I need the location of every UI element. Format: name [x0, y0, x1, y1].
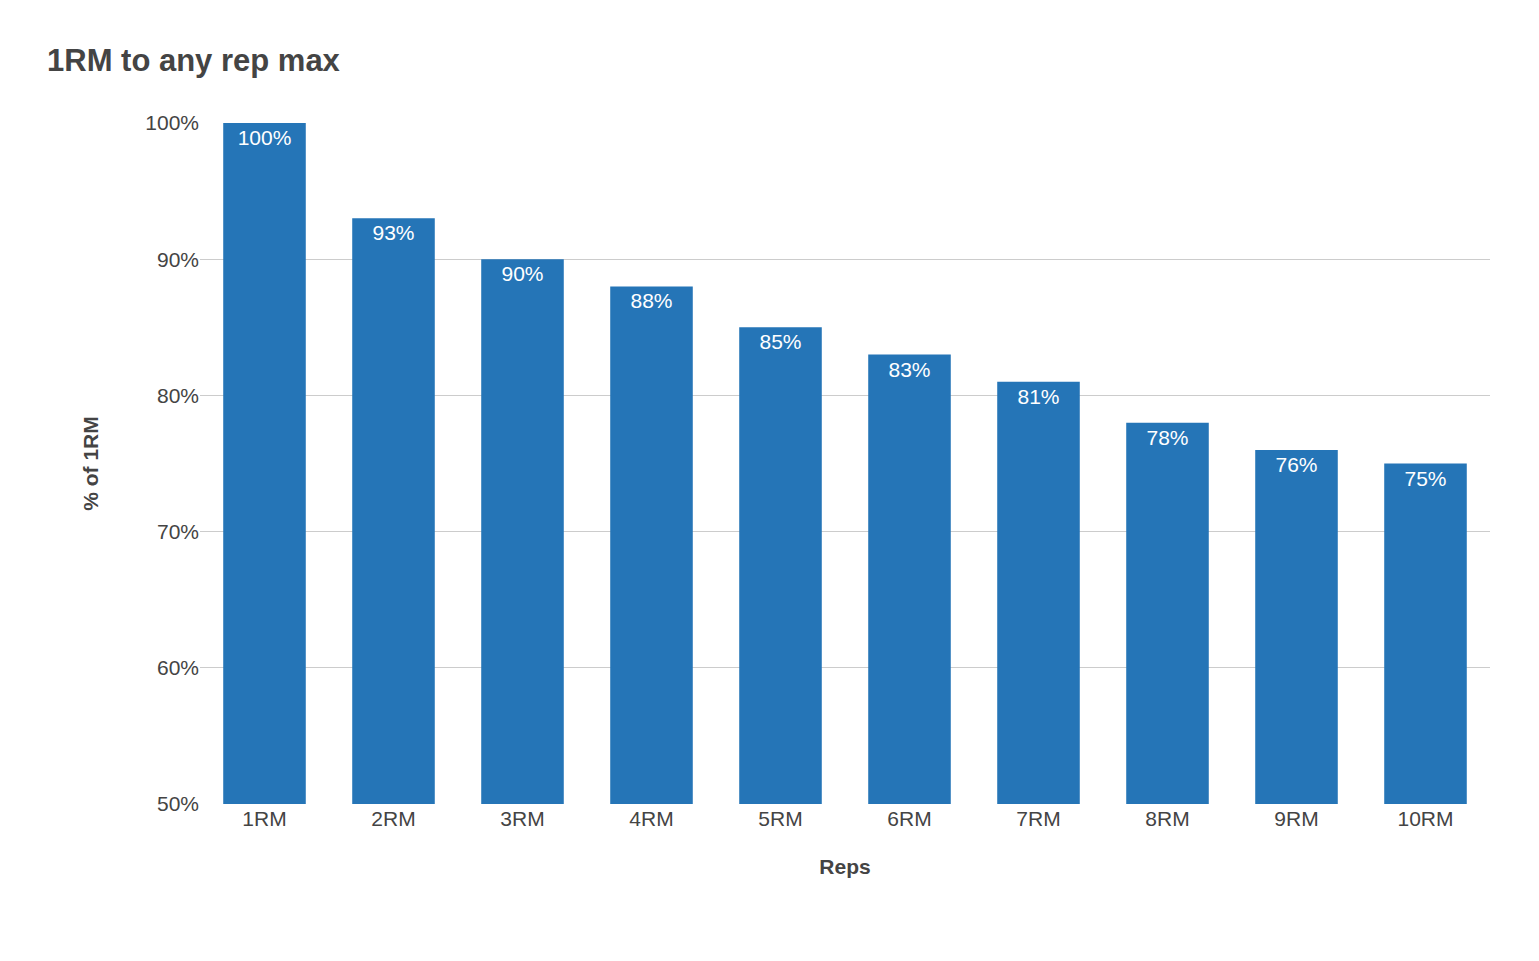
- svg-text:100%: 100%: [145, 111, 199, 134]
- svg-text:100%: 100%: [238, 126, 292, 149]
- svg-text:10RM: 10RM: [1397, 807, 1453, 830]
- svg-text:81%: 81%: [1017, 385, 1059, 408]
- svg-text:9RM: 9RM: [1274, 807, 1318, 830]
- svg-text:8RM: 8RM: [1145, 807, 1189, 830]
- svg-text:1RM to any rep max: 1RM to any rep max: [47, 43, 341, 78]
- svg-text:93%: 93%: [372, 221, 414, 244]
- svg-text:7RM: 7RM: [1016, 807, 1060, 830]
- svg-text:76%: 76%: [1275, 453, 1317, 476]
- svg-text:88%: 88%: [630, 289, 672, 312]
- svg-text:1RM: 1RM: [242, 807, 286, 830]
- svg-text:83%: 83%: [888, 358, 930, 381]
- svg-text:80%: 80%: [157, 384, 199, 407]
- svg-text:% of 1RM: % of 1RM: [79, 416, 102, 511]
- svg-text:78%: 78%: [1146, 426, 1188, 449]
- svg-text:4RM: 4RM: [629, 807, 673, 830]
- svg-text:60%: 60%: [157, 656, 199, 679]
- svg-text:Reps: Reps: [819, 855, 870, 878]
- svg-text:70%: 70%: [157, 520, 199, 543]
- svg-text:75%: 75%: [1404, 467, 1446, 490]
- svg-text:85%: 85%: [759, 330, 801, 353]
- svg-text:50%: 50%: [157, 792, 199, 815]
- svg-text:90%: 90%: [157, 248, 199, 271]
- svg-text:2RM: 2RM: [371, 807, 415, 830]
- svg-text:90%: 90%: [501, 262, 543, 285]
- svg-text:5RM: 5RM: [758, 807, 802, 830]
- svg-text:6RM: 6RM: [887, 807, 931, 830]
- svg-text:3RM: 3RM: [500, 807, 544, 830]
